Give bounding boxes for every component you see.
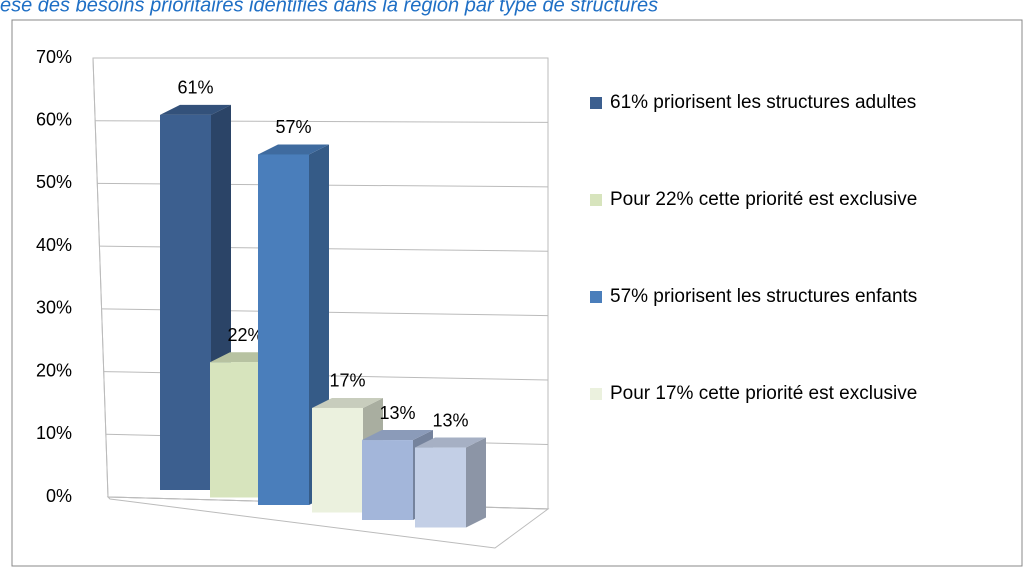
y-tick-label: 0% [46,486,72,506]
legend-swatch [590,97,602,109]
bar-top [258,144,329,155]
bar [415,447,466,528]
legend-entry: Pour 17% cette priorité est exclusive [610,383,918,404]
y-tick-label: 60% [36,109,72,129]
chart-title: ese des besoins prioritaires identifiés … [0,0,658,16]
data-label: 61% [177,78,213,98]
bar [210,362,261,498]
legend-entry: Pour 22% cette priorité est exclusive [610,189,918,210]
legend-entry: 57% priorisent les structures enfants [610,286,918,307]
y-tick-label: 70% [36,47,72,67]
data-label: 13% [379,403,415,423]
data-label: 17% [329,371,365,391]
bar-side [466,437,486,528]
y-tick-label: 10% [36,423,72,443]
data-label: 57% [275,117,311,137]
y-tick-label: 40% [36,235,72,255]
legend-swatch [590,388,602,400]
y-tick-label: 20% [36,360,72,380]
y-tick-label: 30% [36,298,72,318]
bar-top [312,397,383,408]
bar [312,407,363,513]
bar-top [415,437,486,448]
bar [258,154,309,505]
bar-top [160,104,231,115]
legend-swatch [590,291,602,303]
legend-swatch [590,194,602,206]
bar [362,440,413,520]
y-tick-label: 50% [36,172,72,192]
legend-entry: 61% priorisent les structures adultes [610,92,917,113]
bar-top [362,430,433,441]
data-label: 22% [227,325,263,345]
bar [160,114,211,490]
side-wall [92,57,109,498]
data-label: 13% [432,410,468,430]
